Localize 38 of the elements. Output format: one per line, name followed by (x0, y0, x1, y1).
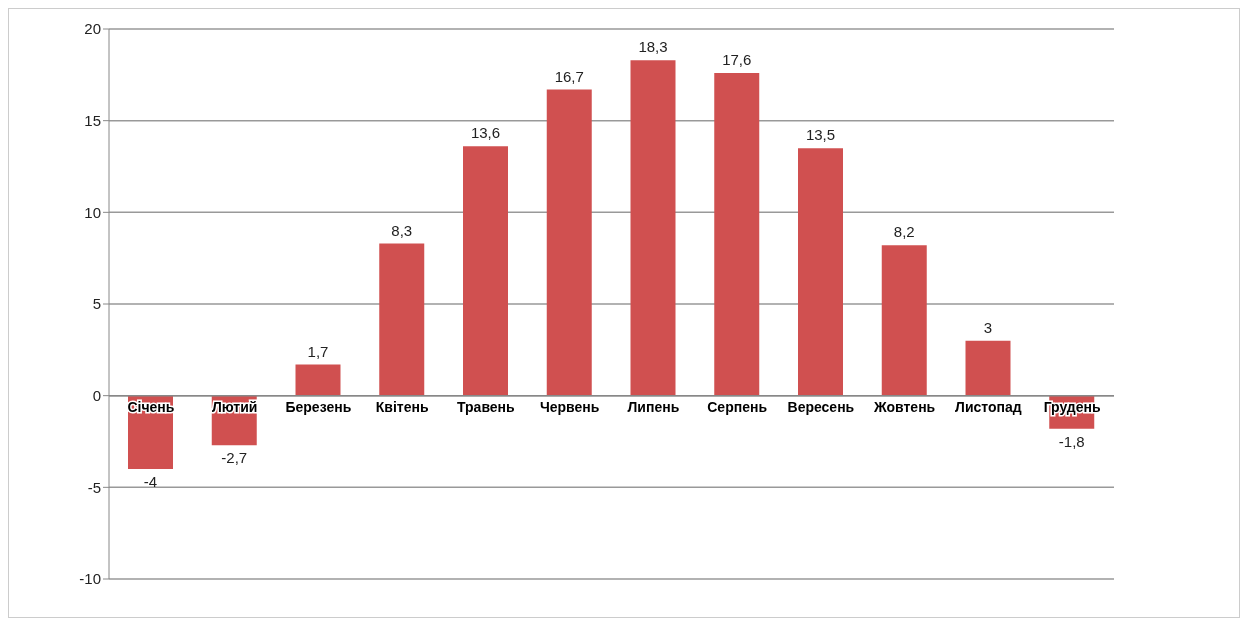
x-tick-label: Лютий (211, 398, 258, 415)
data-label: -1,8 (1058, 432, 1085, 450)
bar (295, 364, 341, 396)
data-label: 17,6 (722, 51, 752, 68)
data-label: 8,2 (893, 223, 915, 241)
y-tick-label: -10 (79, 570, 101, 588)
x-tick-label: Червень (539, 398, 600, 415)
data-label: 18,3 (638, 38, 668, 56)
bar (714, 73, 760, 396)
x-tick-label: Березень (285, 398, 352, 415)
x-tick-label: Квітень (375, 398, 429, 415)
bar (798, 148, 843, 396)
data-label: -4 (143, 473, 158, 490)
data-label: 13,6 (470, 124, 501, 142)
y-tick-label: 5 (92, 295, 101, 313)
data-label: 13,5 (805, 126, 836, 144)
data-label: 3 (983, 318, 993, 336)
data-label: 1,7 (307, 342, 329, 360)
x-tick-label: Серпень (707, 398, 768, 415)
bar (379, 243, 425, 396)
x-tick-label: Вересень (787, 398, 855, 415)
y-tick-label: -5 (87, 478, 101, 496)
y-tick-label: 10 (84, 203, 101, 221)
bar (965, 340, 1011, 396)
x-tick-label: Жовтень (873, 398, 936, 415)
y-tick-label: 15 (84, 111, 101, 129)
data-label: -2,7 (221, 449, 248, 467)
bar (463, 146, 508, 396)
y-tick-label: 20 (84, 20, 101, 38)
bar (546, 89, 592, 396)
x-tick-label: Липень (627, 398, 680, 415)
bar (630, 60, 676, 396)
bar (881, 245, 927, 396)
data-label: 16,7 (554, 67, 584, 85)
x-tick-label: Листопад (955, 398, 1022, 415)
x-tick-label: Травень (457, 398, 516, 415)
y-tick-label: 0 (92, 386, 101, 404)
data-label: 8,3 (391, 221, 413, 239)
